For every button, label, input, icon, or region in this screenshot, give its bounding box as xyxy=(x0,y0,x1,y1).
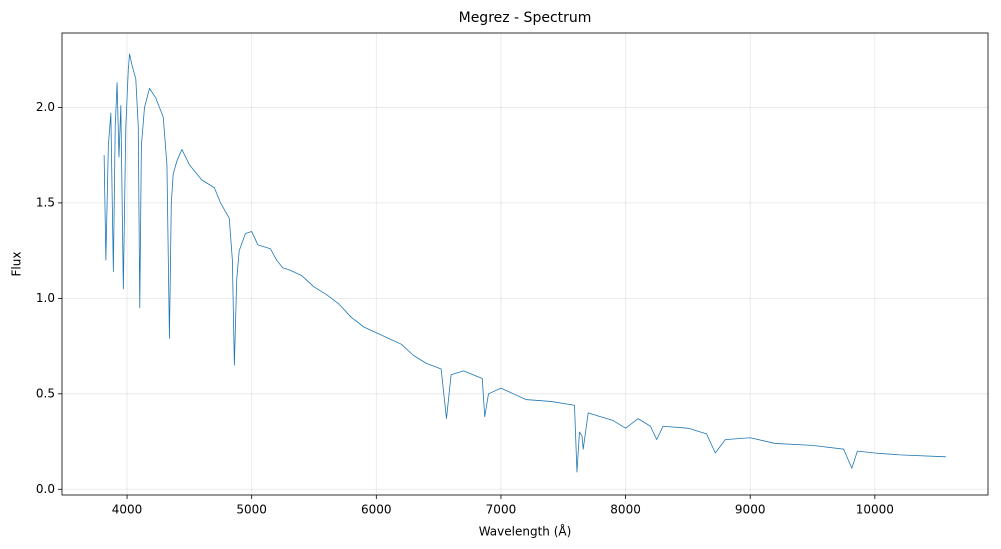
y-tick-label: 2.0 xyxy=(36,100,55,114)
y-tick-label: 1.5 xyxy=(36,195,55,209)
y-axis-label: Flux xyxy=(10,252,24,277)
y-tick-label: 1.0 xyxy=(36,291,55,305)
x-tick-label: 4000 xyxy=(112,503,143,517)
plot-frame xyxy=(61,32,989,496)
x-axis-label: Wavelength (Å) xyxy=(479,524,572,539)
x-tick-label: 8000 xyxy=(610,503,641,517)
chart-title: Megrez - Spectrum xyxy=(459,10,592,26)
y-tick-label: 0.5 xyxy=(36,386,55,400)
y-tick-label: 0.0 xyxy=(36,482,55,496)
x-tick-label: 10000 xyxy=(856,503,894,517)
x-tick-label: 6000 xyxy=(361,503,392,517)
spectrum-line xyxy=(103,53,946,473)
x-tick-label: 5000 xyxy=(236,503,267,517)
x-tick-label: 9000 xyxy=(735,503,766,517)
x-tick-label: 7000 xyxy=(486,503,517,517)
